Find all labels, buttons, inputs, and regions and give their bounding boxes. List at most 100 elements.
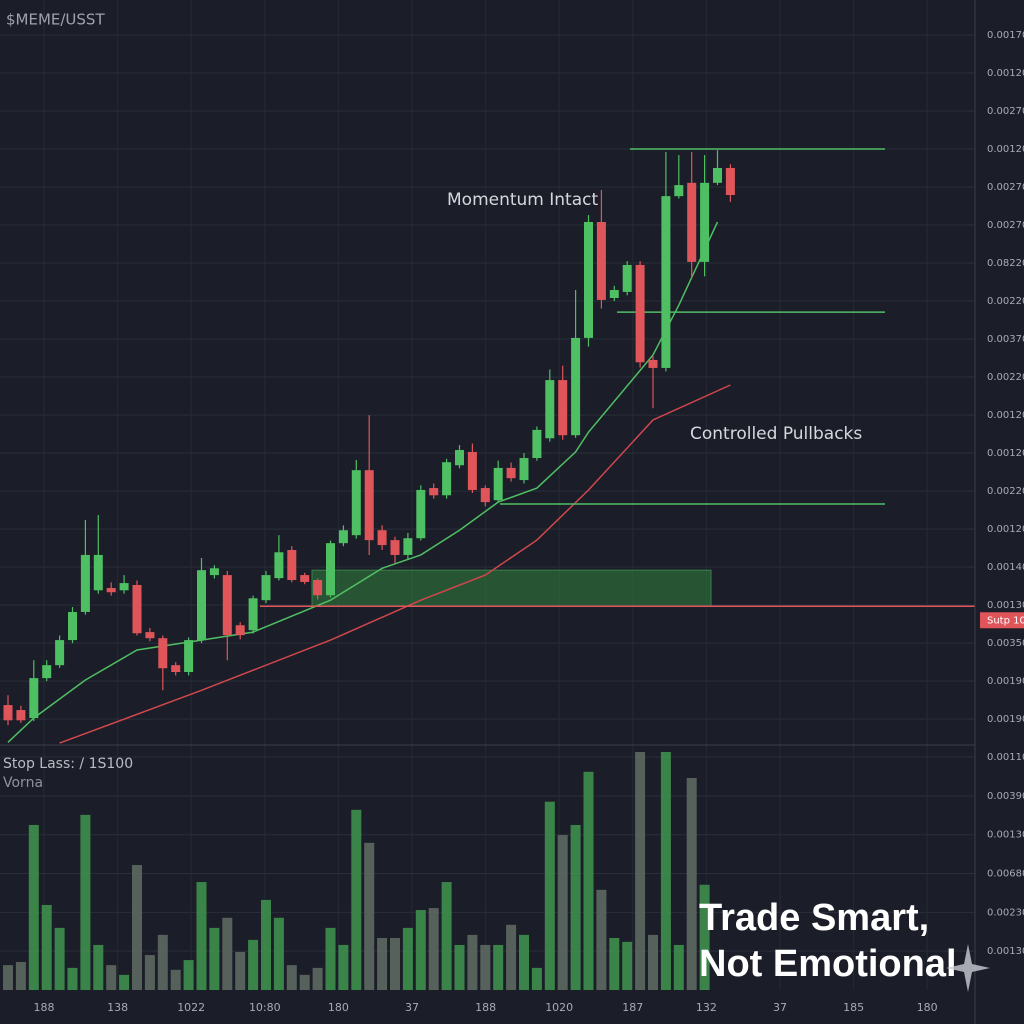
candle-body — [29, 678, 39, 719]
plot — [3, 148, 975, 990]
volume-bar — [41, 904, 52, 990]
candle-body — [713, 168, 722, 183]
moving-average — [59, 384, 731, 744]
volume-bar — [622, 941, 633, 990]
volume-bar — [261, 899, 271, 990]
volume-bar — [557, 835, 568, 990]
volume-bar — [15, 962, 26, 990]
x-tick-label: 10:80 — [249, 1001, 281, 1014]
candle-body — [390, 540, 400, 555]
x-tick-label: 185 — [843, 1001, 864, 1014]
volume-bar — [132, 864, 142, 990]
candle-body — [687, 182, 697, 262]
volume-bar — [67, 967, 78, 990]
candle-body — [80, 554, 90, 612]
volume-bar — [209, 927, 220, 990]
candle-body — [480, 488, 490, 503]
volume-bar — [325, 927, 336, 990]
annotation: Controlled Pullbacks — [690, 424, 862, 444]
volume-bar — [222, 917, 233, 990]
candle-body — [725, 168, 735, 195]
candle-body — [416, 489, 426, 539]
candle-body — [351, 470, 361, 536]
volume-bar — [467, 934, 478, 990]
volume-bar — [673, 944, 684, 990]
volume-bar — [699, 884, 710, 990]
candle-body — [287, 550, 297, 581]
candle-body — [3, 705, 13, 721]
x-tick-label: 188 — [34, 1001, 55, 1014]
candle-body — [648, 359, 658, 368]
candle-body — [364, 470, 374, 541]
candle-body — [68, 611, 77, 641]
candle-body — [584, 221, 593, 338]
candle-body — [519, 458, 529, 481]
candle-body — [119, 583, 129, 591]
legend-text: Stop Lass: / 1S100 — [3, 756, 133, 772]
candle-body — [429, 488, 439, 496]
x-tick-label: 37 — [773, 1001, 787, 1014]
volume-bar — [480, 944, 491, 990]
volume-bar — [648, 934, 658, 990]
volume-bar — [506, 924, 517, 990]
volume-bar — [660, 751, 671, 990]
volume-bar — [157, 934, 168, 990]
volume-bar — [390, 937, 400, 990]
candle-body — [145, 632, 155, 639]
volume-bar — [235, 951, 246, 990]
candle-body — [171, 665, 181, 673]
candle-body — [622, 264, 632, 292]
volume-bar — [183, 960, 194, 990]
x-tick-label: 188 — [475, 1001, 496, 1014]
volume-bar — [441, 882, 452, 990]
candle-body — [184, 640, 194, 673]
volume-bar — [544, 801, 555, 990]
candle-body — [106, 588, 116, 593]
candle-body — [197, 570, 206, 641]
candle-body — [93, 554, 103, 591]
volume-bar — [196, 882, 207, 990]
volume-bar — [28, 824, 39, 990]
candle-body — [674, 185, 684, 197]
volume-bar — [686, 778, 697, 990]
candle-body — [545, 380, 555, 439]
candle-body — [403, 538, 413, 555]
volume-bar — [583, 771, 594, 990]
volume-bar — [493, 944, 504, 990]
x-tick-label: 37 — [405, 1001, 419, 1014]
candle-body — [700, 182, 710, 262]
annotation: Momentum Intact — [447, 190, 598, 210]
volume-bar — [635, 751, 646, 990]
volume-bar — [609, 937, 620, 990]
volume-bar — [80, 814, 91, 990]
candle-body — [222, 575, 232, 636]
candle-body — [313, 580, 323, 596]
volume-bar — [338, 944, 349, 990]
moving-average — [7, 221, 719, 743]
x-tick-label: 1020 — [545, 1001, 573, 1014]
candle-body — [596, 221, 606, 300]
candle-body — [338, 530, 348, 544]
candle-body — [377, 530, 387, 546]
x-tick-label: 138 — [107, 1001, 128, 1014]
volume-bar — [377, 937, 388, 990]
zone — [311, 569, 712, 607]
legend-text: Vorna — [3, 775, 43, 791]
